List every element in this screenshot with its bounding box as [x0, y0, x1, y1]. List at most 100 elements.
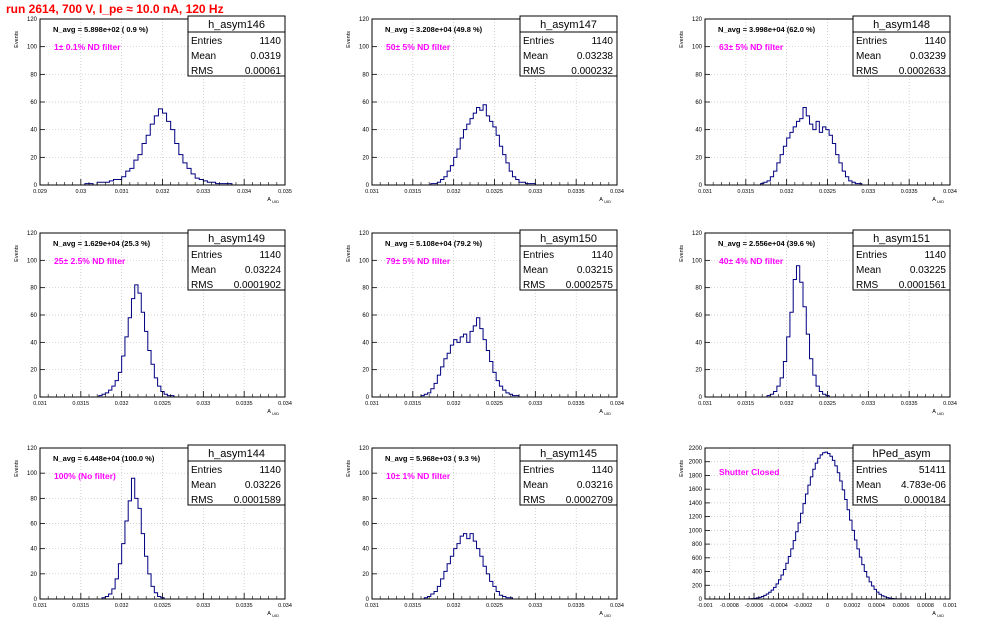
stats-label: Entries [523, 36, 554, 47]
y-tick-label: 100 [692, 45, 703, 51]
n-avg-label: N_avg = 3.208e+04 (49.8 %) [385, 25, 483, 34]
x-tick-label: 0.0325 [819, 401, 836, 407]
x-tick-label: 0.0315 [404, 189, 421, 195]
y-axis-title: Events [346, 245, 352, 262]
stats-title: h_asym147 [540, 19, 597, 31]
x-tick-label: 0.0002 [844, 603, 861, 609]
y-tick-label: 0 [34, 183, 38, 189]
filter-label: 10± 1% ND filter [386, 471, 451, 481]
x-tick-label: 0.034 [610, 603, 624, 609]
stats-box-frame [852, 444, 951, 506]
histogram-hPed_asym [746, 451, 909, 600]
x-tick-label: 0.034 [278, 603, 292, 609]
y-tick-label: 60 [362, 313, 369, 319]
panel-h_asym145: 0 20 40 60 80 100 120 0.031 0.0315 0.032 0.0325 0.0… [346, 444, 624, 618]
x-axis-title: A UID [932, 409, 944, 416]
x-axis-title: A UID [267, 409, 279, 416]
x-axis-subscript: UID [937, 613, 944, 618]
stats-value: 1140 [259, 250, 281, 261]
y-tick-label: 0 [699, 183, 703, 189]
x-tick-label: 0.0335 [568, 189, 585, 195]
y-tick-label: 60 [362, 100, 369, 106]
stats-value: 4.783e-06 [901, 480, 946, 491]
x-tick-label: 0.0315 [72, 401, 89, 407]
x-tick-label: 0.031 [698, 189, 712, 195]
y-tick-label: 20 [695, 368, 702, 374]
stats-box-frame [187, 15, 286, 77]
stats-label: Entries [856, 250, 887, 261]
x-tick-label: -0.001 [697, 603, 713, 609]
x-tick-label: 0 [826, 603, 829, 609]
stats-box-frame [852, 229, 951, 291]
histogram-h_asym151 [766, 265, 830, 397]
x-tick-label: 0.032 [780, 189, 794, 195]
x-tick-label: 0.031 [115, 189, 129, 195]
y-tick-label: 100 [359, 471, 370, 477]
stats-label: RMS [856, 280, 879, 291]
x-tick-label: 0.032 [115, 603, 129, 609]
stats-box: h_asym151 Entries 1140 Mean 0.03225 RMS 0.0001… [852, 229, 951, 291]
stats-label: Entries [523, 465, 554, 476]
y-tick-label: 400 [692, 570, 703, 576]
stats-label: Mean [856, 51, 881, 62]
stats-box: h_asym148 Entries 1140 Mean 0.03239 RMS 0.0002… [852, 15, 951, 77]
y-tick-label: 0 [366, 183, 370, 189]
x-tick-label: 0.031 [698, 401, 712, 407]
x-axis-subscript: UID [272, 411, 279, 416]
x-tick-label: 0.0335 [901, 401, 918, 407]
x-tick-label: 0.033 [196, 603, 210, 609]
x-axis-subscript: UID [937, 199, 944, 204]
x-tick-label: 0.0335 [236, 401, 253, 407]
stats-title: hPed_asym [872, 448, 930, 460]
stats-title: h_asym145 [540, 448, 597, 460]
stats-value: 0.000184 [904, 495, 946, 506]
stats-box-frame [187, 444, 286, 506]
y-tick-label: 1600 [689, 487, 703, 493]
stats-label: Entries [523, 250, 554, 261]
stats-value: 0.0001589 [234, 495, 282, 506]
panel-h_asym144: 0 20 40 60 80 100 120 0.031 0.0315 0.032 0.0325 0.0… [14, 444, 292, 618]
stats-value: 0.0001902 [234, 280, 282, 291]
y-tick-label: 120 [359, 231, 370, 237]
n-avg-label: N_avg = 5.968e+03 ( 9.3 %) [385, 454, 481, 463]
y-tick-label: 20 [30, 368, 37, 374]
y-tick-label: 20 [695, 155, 702, 161]
x-tick-label: 0.0315 [737, 401, 754, 407]
x-tick-label: 0.0325 [819, 189, 836, 195]
stats-value: 1140 [924, 250, 946, 261]
stats-value: 0.000232 [571, 66, 613, 77]
n-avg-label: N_avg = 1.629e+04 (25.3 %) [53, 239, 151, 248]
y-tick-label: 1200 [689, 515, 703, 521]
y-tick-label: 120 [692, 231, 703, 237]
y-tick-label: 60 [695, 100, 702, 106]
stats-label: Mean [191, 51, 216, 62]
run-title: run 2614, 700 V, I_pe ≈ 10.0 nA, 120 Hz [6, 2, 224, 16]
y-tick-label: 40 [30, 340, 37, 346]
stats-value: 0.03239 [910, 51, 947, 62]
stats-value: 0.0002709 [566, 495, 614, 506]
panel-h_asym149: 0 20 40 60 80 100 120 0.031 0.0315 0.032 0.0325 0.0… [14, 229, 292, 416]
filter-label: 100% (No filter) [54, 471, 116, 481]
x-tick-label: 0.031 [365, 401, 379, 407]
x-axis-title: A UID [267, 197, 279, 204]
y-axis-title: Events [346, 460, 352, 477]
stats-label: RMS [191, 280, 214, 291]
y-tick-label: 0 [34, 395, 38, 401]
stats-value: 0.03226 [245, 480, 282, 491]
x-axis-subscript: UID [604, 613, 611, 618]
y-tick-label: 80 [362, 72, 369, 78]
x-axis-title: A UID [599, 409, 611, 416]
y-tick-label: 100 [27, 471, 38, 477]
y-tick-label: 80 [30, 72, 37, 78]
stats-value: 0.03224 [245, 265, 282, 276]
stats-value: 1140 [259, 465, 281, 476]
stats-value: 0.00061 [245, 66, 282, 77]
stats-label: Mean [523, 265, 548, 276]
x-tick-label: 0.033 [528, 189, 542, 195]
y-tick-label: 60 [362, 522, 369, 528]
n-avg-label: N_avg = 6.448e+04 (100.0 %) [53, 454, 155, 463]
x-tick-label: 0.032 [447, 189, 461, 195]
stats-label: Entries [191, 36, 222, 47]
x-tick-label: 0.031 [33, 603, 47, 609]
x-tick-label: 0.0335 [568, 603, 585, 609]
